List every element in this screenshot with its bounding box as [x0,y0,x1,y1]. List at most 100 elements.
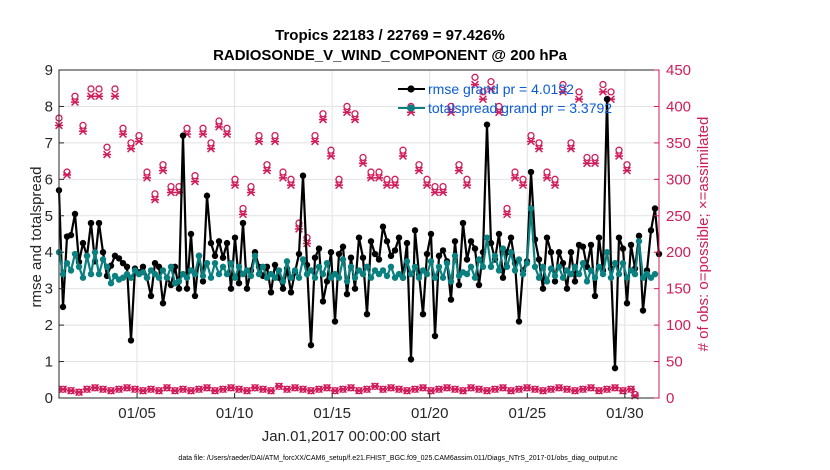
obs-assimilated-point [350,115,360,124]
obs-assimilated-point [470,80,480,89]
obs-possible-point [231,175,239,183]
spread-point [83,252,91,260]
obs-assimilated-point [274,382,284,391]
rmse-point [87,219,95,227]
rmse-point [435,252,443,260]
y-tick-right-label: 200 [666,244,691,261]
rmse-point [571,278,579,285]
obs-possible-point [95,85,103,93]
obs-assimilated-point [494,108,504,117]
spread-point [63,259,71,267]
rmse-point [647,227,655,234]
spread-point [439,274,447,281]
obs-assimilated-point [230,181,240,190]
obs-assimilated-point [490,385,500,394]
obs-assimilated-point [310,137,320,146]
spread-point [387,263,395,270]
obs-assimilated-point [378,385,388,394]
spread-point [95,270,103,278]
spread-point [431,274,439,281]
rmse-point [211,252,219,260]
chart-title-line1: Tropics 22183 / 22769 = 97.426% [275,27,505,44]
rmse-point [339,243,347,250]
obs-assimilated-point [342,108,352,117]
obs-possible-point [551,175,559,183]
spread-point [203,259,211,267]
obs-assimilated-point [318,115,328,124]
spread-point [155,274,163,281]
obs-possible-point [423,175,431,183]
obs-assimilated-point [582,159,592,168]
rmse-point [375,256,383,263]
obs-assimilated-point [514,385,524,394]
spread-point [315,263,323,270]
obs-assimilated-point [194,385,204,394]
rmse-point [287,289,295,296]
obs-possible-point [215,117,223,125]
rmse-point [483,121,491,128]
rmse-point [79,239,87,247]
obs-assimilated-point [510,173,520,182]
obs-assimilated-point [118,130,128,139]
rmse-point [619,245,627,252]
spread-point [59,270,67,278]
rmse-point [475,281,483,289]
obs-possible-point [103,143,111,151]
spread-point [615,270,623,278]
spread-point [587,267,595,274]
obs-assimilated-point [366,173,376,182]
spread-point [591,274,599,281]
spread-point [87,270,95,278]
spread-point [287,274,295,281]
obs-assimilated-point [346,383,356,392]
spread-point [575,270,583,278]
spread-point [495,267,503,274]
rmse-point [311,254,319,261]
spread-point [319,270,327,278]
obs-possible-point [183,124,191,132]
obs-possible-point [71,92,79,100]
spread-point [71,250,79,258]
rmse-point [127,337,135,344]
obs-possible-point [199,124,207,132]
obs-possible-point [359,153,367,162]
obs-assimilated-point [614,152,624,160]
spread-point [271,274,279,281]
obs-assimilated-point [362,385,372,394]
spread-point [219,263,227,270]
chart-title-line2: RADIOSONDE_V_WIND_COMPONENT @ 200 hPa [213,47,568,64]
rmse-point [383,238,391,245]
rmse-point [539,285,547,292]
obs-assimilated-point [466,383,476,392]
grid-lines [59,69,659,399]
rmse-point [115,255,123,262]
obs-assimilated-point [398,152,408,160]
obs-possible-point [511,168,519,176]
obs-possible-point [207,139,215,147]
spread-point [307,267,315,274]
spread-point [467,263,475,270]
obs-possible-point [111,85,119,93]
spread-point [159,267,167,274]
obs-assimilated-point [426,386,436,395]
obs-assimilated-point [430,188,440,197]
spread-point [555,263,563,270]
obs-assimilated-point [234,385,244,394]
obs-assimilated-point [462,181,472,190]
rmse-point [535,256,543,263]
obs-assimilated-point [106,386,116,395]
spread-point [335,274,343,281]
obs-assimilated-point [238,210,248,219]
rmse-point [455,281,463,289]
obs-assimilated-point [134,137,144,146]
obs-possible-point [615,146,623,154]
rmse-point [319,298,327,305]
rmse-point [471,245,479,252]
rmse-point [123,263,131,270]
obs-assimilated-point [282,385,292,394]
obs-possible-point [471,73,479,81]
obs-possible-point [287,175,295,183]
obs-assimilated-point [590,159,600,168]
obs-assimilated-point [478,95,488,104]
